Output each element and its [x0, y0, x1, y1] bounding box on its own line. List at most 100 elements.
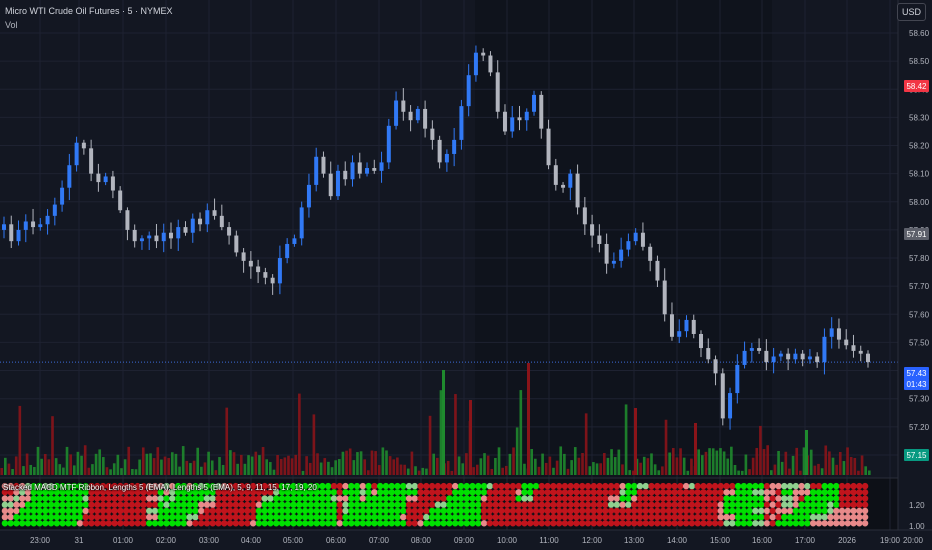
ribbon-dot: [36, 489, 43, 496]
ribbon-dot: [625, 520, 632, 527]
ribbon-dot: [486, 520, 494, 527]
ribbon-dot: [619, 489, 626, 496]
ribbon-dot: [296, 507, 303, 515]
ribbon-dot: [359, 513, 367, 521]
volume-bar: [359, 451, 363, 475]
ribbon-dot: [746, 482, 753, 490]
ribbon-dot: [769, 495, 776, 502]
ribbon-dot: [267, 520, 274, 527]
volume-bar: [65, 446, 69, 475]
candle-body: [684, 319, 689, 332]
ribbon-dot: [192, 520, 199, 527]
candle-body: [386, 125, 391, 163]
ribbon-dot: [342, 489, 349, 496]
ribbon-dot: [503, 507, 511, 515]
ribbon-dot: [405, 507, 413, 515]
ribbon-dot: [457, 520, 465, 527]
ribbon-dot: [151, 495, 159, 502]
candle-body: [212, 210, 217, 216]
ribbon-dot: [590, 495, 597, 502]
ribbon-dot: [42, 520, 49, 527]
ribbon-dot: [711, 507, 719, 515]
currency-button[interactable]: USD: [896, 3, 926, 21]
ribbon-dot: [267, 513, 274, 521]
ribbon-dot: [723, 513, 730, 521]
ribbon-dot: [53, 501, 61, 508]
volume-bar: [613, 457, 617, 475]
ribbon-dot: [856, 513, 863, 521]
indicator-label[interactable]: Stacked MACD MTF Ribbon, Lengths 5 (EMA)…: [3, 483, 317, 492]
ribbon-dot: [602, 507, 609, 515]
volume-bar: [490, 468, 494, 475]
ribbon-dot: [313, 520, 320, 527]
volume-bar: [799, 470, 802, 475]
ribbon-dot: [827, 513, 834, 521]
volume-bar: [849, 457, 853, 475]
volume-bar: [40, 458, 43, 475]
time-tick-label: 06:00: [326, 536, 347, 545]
ribbon-dot: [19, 495, 26, 502]
ribbon-dot: [348, 482, 355, 490]
ribbon-dot: [284, 520, 291, 527]
ribbon-dot: [417, 495, 424, 502]
ribbon-dot: [792, 501, 800, 508]
ribbon-dot: [631, 489, 638, 496]
ribbon-dot: [59, 513, 66, 521]
symbol-title[interactable]: Micro WTI Crude Oil Futures · 5 · NYMEX: [5, 6, 173, 16]
ribbon-dot: [255, 495, 263, 502]
ribbon-dot: [434, 513, 442, 521]
ribbon-dot: [249, 482, 257, 490]
volume-bar: [664, 419, 668, 475]
candle-body: [183, 227, 188, 233]
ribbon-dot: [1, 482, 9, 490]
volume-bar: [628, 470, 632, 475]
ribbon-dot: [376, 489, 384, 496]
volume-bar: [417, 470, 421, 475]
ribbon-dot: [579, 507, 586, 515]
ribbon-dot: [607, 482, 615, 490]
ribbon-dot: [769, 520, 776, 527]
ribbon-dot: [42, 489, 49, 496]
ribbon-dot: [763, 495, 771, 502]
ribbon-dot: [509, 495, 517, 502]
ribbon-dot: [486, 513, 494, 521]
ribbon-dot: [186, 501, 193, 508]
ribbon-dot: [238, 507, 245, 515]
ribbon-dot: [631, 501, 638, 508]
ribbon-dot: [671, 482, 678, 490]
volume-bar: [711, 448, 715, 475]
ribbon-dot: [157, 507, 164, 515]
ribbon-dot: [723, 489, 730, 496]
ribbon-dot: [336, 501, 343, 508]
ribbon-dot: [24, 513, 32, 521]
ribbon-dot: [844, 495, 851, 502]
volume-bar: [469, 400, 472, 475]
ribbon-dot: [348, 489, 355, 496]
volume-label[interactable]: Vol: [5, 20, 18, 30]
ribbon-dot: [411, 482, 418, 490]
ribbon-dot: [117, 482, 124, 490]
ribbon-dot: [94, 507, 101, 515]
ribbon-dot: [70, 495, 78, 502]
ribbon-dot: [538, 495, 545, 502]
ribbon-dot: [325, 513, 332, 521]
ribbon-dot: [607, 501, 615, 508]
ribbon-dot: [573, 482, 580, 490]
ribbon-dot: [625, 482, 632, 490]
ribbon-dot: [659, 513, 667, 521]
volume-value-tag: 57.15: [904, 449, 929, 461]
volume-bar: [370, 450, 374, 475]
volume-bar: [497, 447, 501, 475]
ribbon-dot: [734, 507, 742, 515]
candle-body: [256, 266, 261, 273]
ribbon-dot: [607, 520, 615, 527]
ribbon-dot: [850, 520, 857, 527]
ribbon-dot: [7, 520, 14, 527]
ribbon-dot: [613, 520, 621, 527]
ribbon-dot: [1, 507, 9, 515]
ribbon-dot: [659, 520, 667, 527]
ribbon-dot: [353, 507, 361, 515]
ribbon-dot: [42, 495, 49, 502]
volume-bar: [740, 470, 744, 475]
